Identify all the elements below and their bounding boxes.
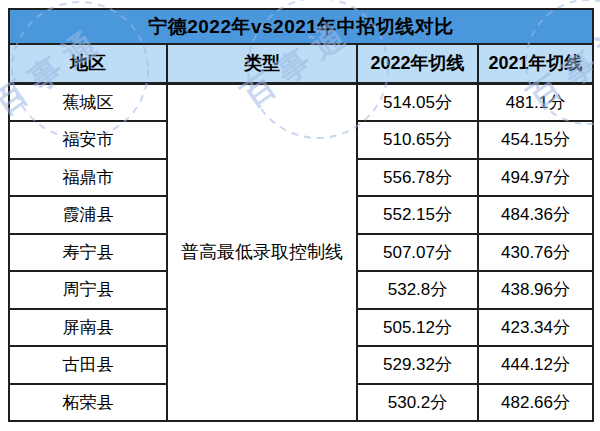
table-title: 宁德2022年vs2021年中招切线对比 <box>9 9 593 44</box>
cutoff-2022-cell: 530.2分 <box>357 384 478 422</box>
cutoff-2022-cell: 552.15分 <box>357 196 478 233</box>
column-header-row: 地区 类型 2022年切线 2021年切线 <box>9 44 593 83</box>
title-row: 宁德2022年vs2021年中招切线对比 <box>9 9 593 44</box>
cutoff-2021-cell: 430.76分 <box>478 234 593 271</box>
page: 宁德2022年vs2021年中招切线对比 地区 类型 2022年切线 2021年… <box>0 0 600 431</box>
cutoff-2022-cell: 556.78分 <box>357 159 478 196</box>
col-header-2021-cutoff: 2021年切线 <box>478 44 593 83</box>
region-cell: 周宁县 <box>9 271 167 308</box>
cutoff-2022-cell: 507.07分 <box>357 234 478 271</box>
region-cell: 柘荣县 <box>9 384 167 422</box>
cutoff-2022-cell: 514.05分 <box>357 83 478 121</box>
col-header-region: 地区 <box>9 44 167 83</box>
region-cell: 寿宁县 <box>9 234 167 271</box>
region-cell: 福鼎市 <box>9 159 167 196</box>
cutoff-2022-cell: 510.65分 <box>357 121 478 158</box>
cutoff-2022-cell: 529.32分 <box>357 346 478 383</box>
table-row: 蕉城区 普高最低录取控制线 514.05分 481.1分 <box>9 83 593 121</box>
region-cell: 福安市 <box>9 121 167 158</box>
region-cell: 蕉城区 <box>9 83 167 121</box>
region-cell: 古田县 <box>9 346 167 383</box>
cutoff-2022-cell: 505.12分 <box>357 309 478 346</box>
cutoff-2021-cell: 438.96分 <box>478 271 593 308</box>
region-cell: 屏南县 <box>9 309 167 346</box>
type-merged-cell: 普高最低录取控制线 <box>167 83 357 421</box>
cutoff-2021-cell: 454.15分 <box>478 121 593 158</box>
cutoff-comparison-table: 宁德2022年vs2021年中招切线对比 地区 类型 2022年切线 2021年… <box>8 8 594 422</box>
cutoff-2021-cell: 482.66分 <box>478 384 593 422</box>
region-cell: 霞浦县 <box>9 196 167 233</box>
cutoff-2021-cell: 494.97分 <box>478 159 593 196</box>
cutoff-2021-cell: 481.1分 <box>478 83 593 121</box>
col-header-2022-cutoff: 2022年切线 <box>357 44 478 83</box>
cutoff-2021-cell: 423.34分 <box>478 309 593 346</box>
cutoff-2021-cell: 484.36分 <box>478 196 593 233</box>
cutoff-2022-cell: 532.8分 <box>357 271 478 308</box>
cutoff-2021-cell: 444.12分 <box>478 346 593 383</box>
col-header-type: 类型 <box>167 44 357 83</box>
